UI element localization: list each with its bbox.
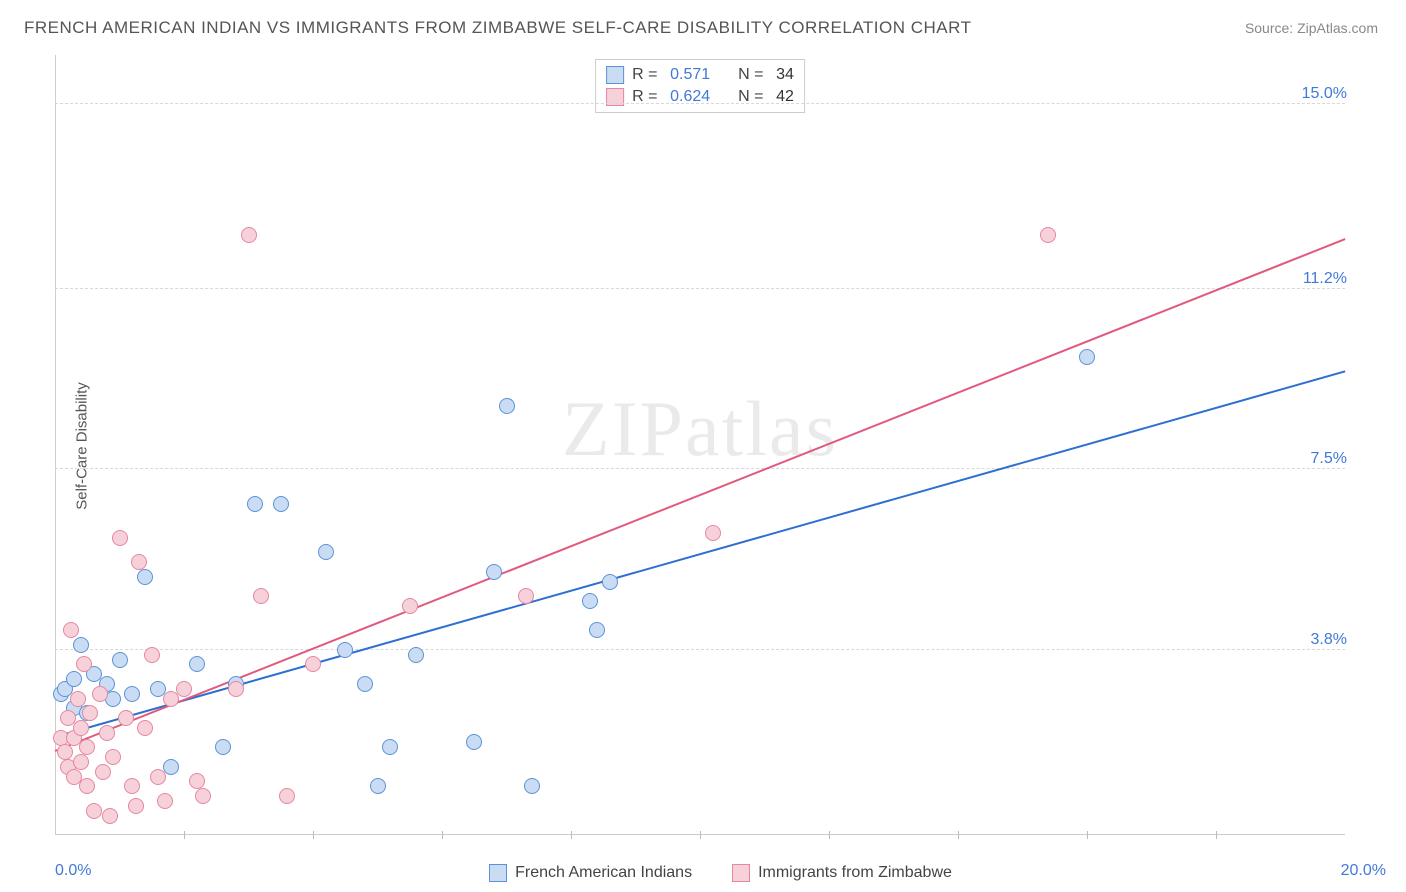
legend-swatch: [489, 864, 507, 882]
data-point: [189, 656, 205, 672]
y-tick-label: 3.8%: [1311, 631, 1347, 649]
data-point: [86, 803, 102, 819]
data-point: [189, 773, 205, 789]
data-point: [73, 720, 89, 736]
data-point: [124, 686, 140, 702]
y-tick-label: 11.2%: [1303, 270, 1347, 288]
data-point: [247, 496, 263, 512]
series-legend-label: Immigrants from Zimbabwe: [758, 864, 952, 882]
data-point: [76, 656, 92, 672]
data-point: [370, 778, 386, 794]
x-tick: [313, 831, 314, 839]
data-point: [524, 778, 540, 794]
plot-region: ZIPatlas R = 0.571 N = 34 R =0.624N =42 3.8%…: [55, 55, 1345, 835]
data-point: [66, 671, 82, 687]
data-point: [99, 725, 115, 741]
data-point: [79, 778, 95, 794]
n-label: N =: [738, 66, 768, 84]
data-point: [157, 793, 173, 809]
x-tick: [184, 831, 185, 839]
data-point: [402, 598, 418, 614]
data-point: [589, 622, 605, 638]
stats-legend-row: R = 0.571 N = 34: [606, 64, 794, 86]
series-legend-label: French American Indians: [515, 864, 692, 882]
data-point: [1079, 349, 1095, 365]
source-label: Source: ZipAtlas.com: [1245, 20, 1378, 36]
data-point: [253, 588, 269, 604]
r-label: R =: [632, 66, 662, 84]
data-point: [382, 739, 398, 755]
data-point: [63, 622, 79, 638]
stats-legend-row: R =0.624N =42: [606, 86, 794, 108]
data-point: [318, 544, 334, 560]
data-point: [128, 798, 144, 814]
data-point: [124, 778, 140, 794]
data-point: [195, 788, 211, 804]
data-point: [131, 554, 147, 570]
data-point: [105, 749, 121, 765]
y-tick-label: 7.5%: [1311, 450, 1347, 468]
data-point: [73, 637, 89, 653]
data-point: [79, 739, 95, 755]
trend-line: [55, 238, 1346, 752]
trend-line: [55, 370, 1346, 738]
data-point: [70, 691, 86, 707]
data-point: [241, 227, 257, 243]
data-point: [279, 788, 295, 804]
data-point: [92, 686, 108, 702]
series-legend-item: French American Indians: [489, 864, 692, 882]
data-point: [144, 647, 160, 663]
gridline: [55, 468, 1345, 469]
y-tick-label: 15.0%: [1302, 85, 1347, 103]
x-tick: [700, 831, 701, 839]
data-point: [486, 564, 502, 580]
n-value: 34: [776, 66, 794, 84]
data-point: [112, 652, 128, 668]
data-point: [705, 525, 721, 541]
gridline: [55, 649, 1345, 650]
data-point: [150, 769, 166, 785]
data-point: [112, 530, 128, 546]
chart-title: FRENCH AMERICAN INDIAN VS IMMIGRANTS FRO…: [24, 18, 972, 38]
data-point: [305, 656, 321, 672]
x-tick: [1087, 831, 1088, 839]
chart-area: ZIPatlas R = 0.571 N = 34 R =0.624N =42 3.8%…: [55, 55, 1386, 852]
data-point: [137, 720, 153, 736]
data-point: [499, 398, 515, 414]
watermark: ZIPatlas: [562, 384, 838, 474]
x-tick: [829, 831, 830, 839]
data-point: [357, 676, 373, 692]
legend-swatch: [606, 66, 624, 84]
data-point: [228, 681, 244, 697]
data-point: [82, 705, 98, 721]
stats-legend: R = 0.571 N = 34 R =0.624N =42: [595, 59, 805, 113]
legend-swatch: [732, 864, 750, 882]
data-point: [337, 642, 353, 658]
data-point: [273, 496, 289, 512]
x-tick: [958, 831, 959, 839]
r-value: 0.571: [670, 66, 730, 84]
x-tick: [1216, 831, 1217, 839]
gridline: [55, 288, 1345, 289]
x-tick: [571, 831, 572, 839]
y-axis-line: [55, 55, 56, 835]
data-point: [518, 588, 534, 604]
data-point: [73, 754, 89, 770]
series-legend: French American Indians Immigrants from Z…: [55, 864, 1386, 882]
data-point: [176, 681, 192, 697]
data-point: [102, 808, 118, 824]
data-point: [1040, 227, 1056, 243]
series-legend-item: Immigrants from Zimbabwe: [732, 864, 952, 882]
data-point: [215, 739, 231, 755]
data-point: [408, 647, 424, 663]
data-point: [602, 574, 618, 590]
data-point: [466, 734, 482, 750]
data-point: [95, 764, 111, 780]
data-point: [137, 569, 153, 585]
gridline: [55, 103, 1345, 104]
data-point: [57, 744, 73, 760]
x-tick: [442, 831, 443, 839]
data-point: [582, 593, 598, 609]
data-point: [118, 710, 134, 726]
